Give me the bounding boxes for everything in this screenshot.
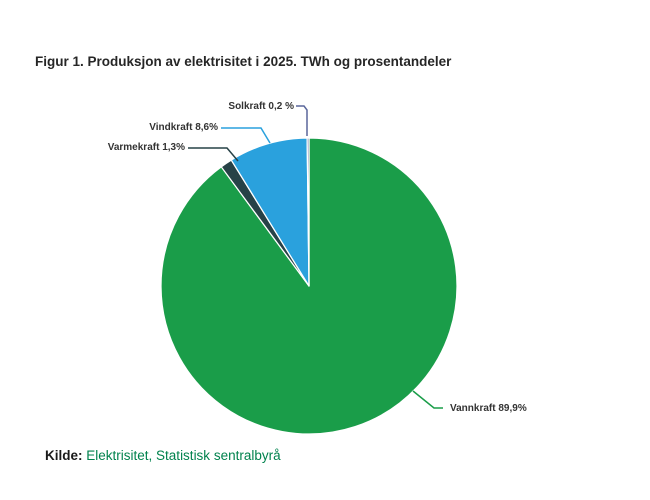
source-prefix: Kilde: — [45, 448, 83, 463]
slice-label-solkraft: Solkraft 0,2 % — [228, 101, 294, 112]
source-link[interactable]: Elektrisitet, Statistisk sentralbyrå — [86, 448, 281, 463]
slice-label-varmekraft: Varmekraft 1,3% — [107, 142, 185, 153]
slice-label-vindkraft: Vindkraft 8,6% — [149, 122, 218, 133]
figure-title: Figur 1. Produksjon av elektrisitet i 20… — [35, 54, 452, 69]
connector-varmekraft — [188, 147, 239, 162]
connector-solkraft — [296, 105, 308, 136]
slice-label-vannkraft: Vannkraft 89,9% — [450, 403, 527, 414]
connector-vindkraft — [221, 127, 271, 144]
source-line: Kilde: Elektrisitet, Statistisk sentralb… — [45, 448, 281, 463]
connector-vannkraft — [412, 390, 443, 409]
pie-slice-solkraft[interactable] — [306, 137, 310, 287]
